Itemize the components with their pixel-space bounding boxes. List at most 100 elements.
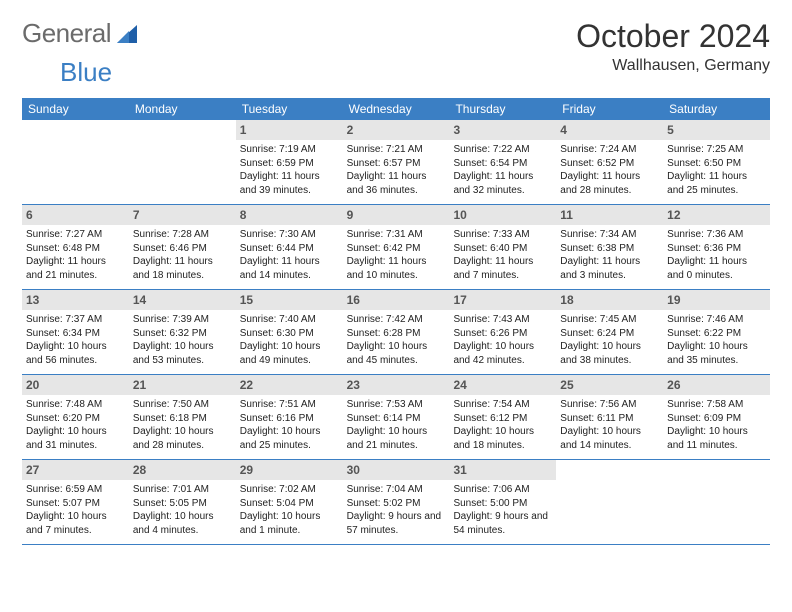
title-block: October 2024 Wallhausen, Germany [576,18,770,75]
sunset-line: Sunset: 6:44 PM [240,242,339,256]
weekday-cell: Tuesday [236,98,343,120]
month-title: October 2024 [576,18,770,55]
sunrise-line: Sunrise: 7:04 AM [347,483,446,497]
daylight-line: Daylight: 10 hours and 56 minutes. [26,340,125,367]
daylight-line: Daylight: 11 hours and 36 minutes. [347,170,446,197]
daylight-line: Daylight: 11 hours and 0 minutes. [667,255,766,282]
day-cell: 21Sunrise: 7:50 AMSunset: 6:18 PMDayligh… [129,375,236,459]
day-number: 4 [556,120,663,140]
day-cell: 15Sunrise: 7:40 AMSunset: 6:30 PMDayligh… [236,290,343,374]
sunset-line: Sunset: 5:07 PM [26,497,125,511]
sunset-line: Sunset: 6:09 PM [667,412,766,426]
sunrise-line: Sunrise: 7:42 AM [347,313,446,327]
day-number: 15 [236,290,343,310]
daylight-line: Daylight: 10 hours and 28 minutes. [133,425,232,452]
day-number: 13 [22,290,129,310]
daylight-line: Daylight: 10 hours and 38 minutes. [560,340,659,367]
sunset-line: Sunset: 6:20 PM [26,412,125,426]
sunset-line: Sunset: 6:40 PM [453,242,552,256]
day-cell: 7Sunrise: 7:28 AMSunset: 6:46 PMDaylight… [129,205,236,289]
day-number: 18 [556,290,663,310]
day-number: 28 [129,460,236,480]
day-cell: 31Sunrise: 7:06 AMSunset: 5:00 PMDayligh… [449,460,556,544]
sunset-line: Sunset: 6:26 PM [453,327,552,341]
day-cell: 4Sunrise: 7:24 AMSunset: 6:52 PMDaylight… [556,120,663,204]
sunrise-line: Sunrise: 7:48 AM [26,398,125,412]
daylight-line: Daylight: 10 hours and 45 minutes. [347,340,446,367]
daylight-line: Daylight: 11 hours and 25 minutes. [667,170,766,197]
day-cell: 2Sunrise: 7:21 AMSunset: 6:57 PMDaylight… [343,120,450,204]
day-cell: 10Sunrise: 7:33 AMSunset: 6:40 PMDayligh… [449,205,556,289]
daylight-line: Daylight: 10 hours and 4 minutes. [133,510,232,537]
sunrise-line: Sunrise: 7:43 AM [453,313,552,327]
sunrise-line: Sunrise: 7:30 AM [240,228,339,242]
day-cell: 19Sunrise: 7:46 AMSunset: 6:22 PMDayligh… [663,290,770,374]
sunrise-line: Sunrise: 7:45 AM [560,313,659,327]
sunrise-line: Sunrise: 7:06 AM [453,483,552,497]
day-cell: 14Sunrise: 7:39 AMSunset: 6:32 PMDayligh… [129,290,236,374]
day-cell: 11Sunrise: 7:34 AMSunset: 6:38 PMDayligh… [556,205,663,289]
logo-word-2: Blue [60,57,112,87]
day-cell-empty [129,120,236,204]
sunrise-line: Sunrise: 7:56 AM [560,398,659,412]
sunset-line: Sunset: 6:46 PM [133,242,232,256]
daylight-line: Daylight: 11 hours and 32 minutes. [453,170,552,197]
week-row: 20Sunrise: 7:48 AMSunset: 6:20 PMDayligh… [22,375,770,460]
daylight-line: Daylight: 9 hours and 57 minutes. [347,510,446,537]
sunrise-line: Sunrise: 7:31 AM [347,228,446,242]
day-cell: 29Sunrise: 7:02 AMSunset: 5:04 PMDayligh… [236,460,343,544]
day-cell: 6Sunrise: 7:27 AMSunset: 6:48 PMDaylight… [22,205,129,289]
daylight-line: Daylight: 10 hours and 11 minutes. [667,425,766,452]
daylight-line: Daylight: 10 hours and 35 minutes. [667,340,766,367]
daylight-line: Daylight: 10 hours and 21 minutes. [347,425,446,452]
day-cell: 5Sunrise: 7:25 AMSunset: 6:50 PMDaylight… [663,120,770,204]
sunrise-line: Sunrise: 7:34 AM [560,228,659,242]
sunset-line: Sunset: 6:14 PM [347,412,446,426]
sunrise-line: Sunrise: 7:28 AM [133,228,232,242]
day-number: 27 [22,460,129,480]
sunrise-line: Sunrise: 7:02 AM [240,483,339,497]
sunset-line: Sunset: 5:04 PM [240,497,339,511]
weekday-cell: Friday [556,98,663,120]
day-cell: 13Sunrise: 7:37 AMSunset: 6:34 PMDayligh… [22,290,129,374]
weekday-cell: Sunday [22,98,129,120]
day-cell: 17Sunrise: 7:43 AMSunset: 6:26 PMDayligh… [449,290,556,374]
day-cell-empty [22,120,129,204]
day-number: 19 [663,290,770,310]
daylight-line: Daylight: 11 hours and 14 minutes. [240,255,339,282]
weekday-cell: Thursday [449,98,556,120]
sunrise-line: Sunrise: 7:36 AM [667,228,766,242]
daylight-line: Daylight: 9 hours and 54 minutes. [453,510,552,537]
daylight-line: Daylight: 11 hours and 10 minutes. [347,255,446,282]
daylight-line: Daylight: 11 hours and 21 minutes. [26,255,125,282]
daylight-line: Daylight: 10 hours and 18 minutes. [453,425,552,452]
sunset-line: Sunset: 6:36 PM [667,242,766,256]
day-number: 9 [343,205,450,225]
sunset-line: Sunset: 6:42 PM [347,242,446,256]
day-number: 12 [663,205,770,225]
day-number: 30 [343,460,450,480]
day-cell: 20Sunrise: 7:48 AMSunset: 6:20 PMDayligh… [22,375,129,459]
daylight-line: Daylight: 11 hours and 3 minutes. [560,255,659,282]
daylight-line: Daylight: 11 hours and 39 minutes. [240,170,339,197]
sunset-line: Sunset: 6:32 PM [133,327,232,341]
logo-sail-icon [115,23,139,45]
day-cell: 18Sunrise: 7:45 AMSunset: 6:24 PMDayligh… [556,290,663,374]
sunset-line: Sunset: 6:48 PM [26,242,125,256]
week-row: 13Sunrise: 7:37 AMSunset: 6:34 PMDayligh… [22,290,770,375]
sunrise-line: Sunrise: 7:54 AM [453,398,552,412]
sunrise-line: Sunrise: 7:27 AM [26,228,125,242]
day-cell: 16Sunrise: 7:42 AMSunset: 6:28 PMDayligh… [343,290,450,374]
daylight-line: Daylight: 10 hours and 25 minutes. [240,425,339,452]
daylight-line: Daylight: 10 hours and 1 minute. [240,510,339,537]
sunrise-line: Sunrise: 7:01 AM [133,483,232,497]
daylight-line: Daylight: 10 hours and 7 minutes. [26,510,125,537]
day-number: 10 [449,205,556,225]
day-cell: 23Sunrise: 7:53 AMSunset: 6:14 PMDayligh… [343,375,450,459]
sunrise-line: Sunrise: 7:19 AM [240,143,339,157]
sunset-line: Sunset: 6:59 PM [240,157,339,171]
day-number: 24 [449,375,556,395]
day-cell-empty [663,460,770,544]
sunrise-line: Sunrise: 7:21 AM [347,143,446,157]
sunrise-line: Sunrise: 7:24 AM [560,143,659,157]
